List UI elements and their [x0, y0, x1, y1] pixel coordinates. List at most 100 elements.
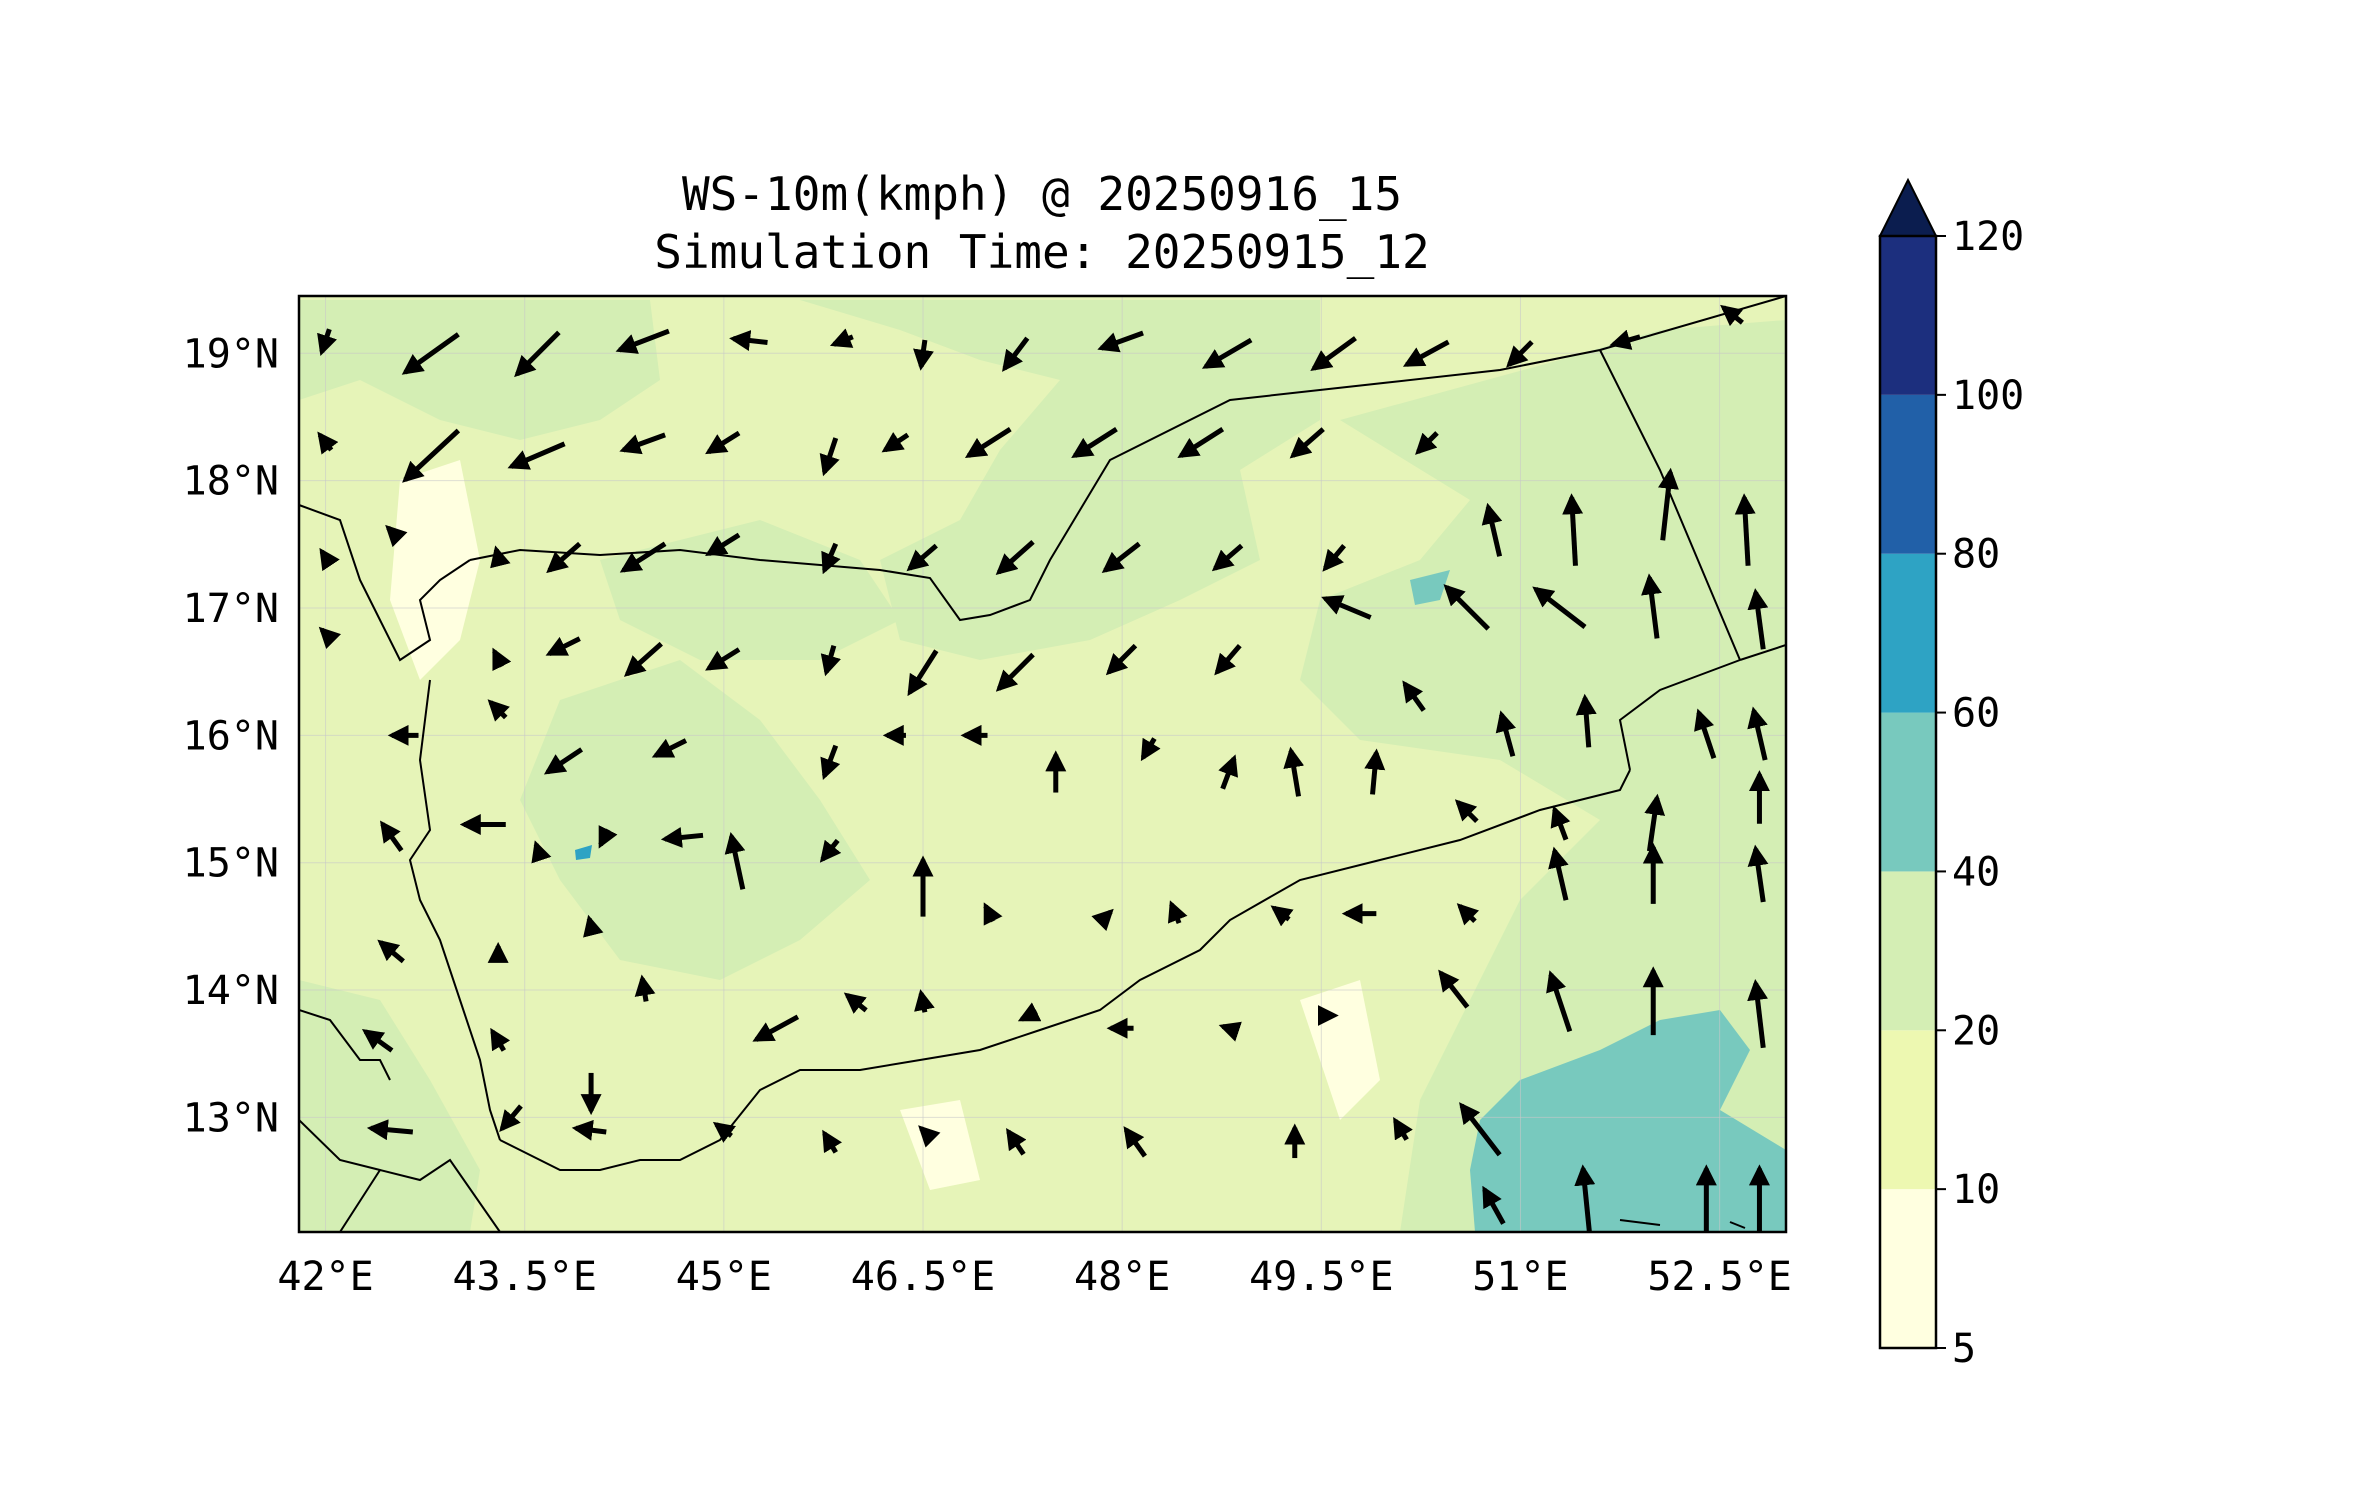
contour-20-40-east: [1300, 320, 1786, 1232]
coastlines-and-borders: [299, 296, 1786, 1232]
southern-coastline: [499, 769, 1631, 1171]
wind-vector-arrow: [619, 541, 667, 573]
wind-vector-arrow: [822, 1129, 843, 1154]
wind-vector-arrow: [1658, 467, 1679, 541]
wind-vector-arrow: [1071, 427, 1118, 459]
wind-vector-arrow: [1415, 431, 1439, 455]
wind-vector-arrow: [1550, 805, 1571, 841]
wind-vector-arrow: [499, 1104, 523, 1133]
map-title-line2: Simulation Time: 20250915_12: [654, 225, 1429, 279]
colorbar-tick-label: 20: [1952, 1008, 2000, 1054]
wind-vector-arrow: [377, 939, 405, 964]
colorbar: 5 10 20 40 60 80 100 120: [1878, 177, 2024, 1372]
wind-vector-arrow: [1270, 905, 1294, 927]
colorbar-segment: [1880, 236, 1936, 395]
wind-vector-arrow: [820, 744, 841, 780]
colorbar-tick-label: 60: [1952, 691, 2000, 737]
wind-vector-arrow: [619, 432, 666, 455]
colorbar-tick-label: 5: [1952, 1326, 1976, 1372]
wind-vector-arrow: [546, 541, 582, 574]
wind-vector-arrow: [821, 542, 841, 575]
wind-vector-arrow: [1091, 908, 1114, 932]
wind-vector-arrow: [1747, 844, 1769, 903]
y-tick-label: 18°N: [183, 459, 279, 505]
wind-vector-arrow: [1454, 799, 1479, 824]
wind-vector-arrow: [1532, 586, 1587, 629]
wind-vector-arrow: [1734, 493, 1756, 566]
colorbar-extend-arrow: [1878, 177, 1938, 237]
colorbar-segment: [1880, 394, 1936, 554]
wind-vector-arrow: [995, 539, 1035, 576]
wind-vector-arrow: [1747, 706, 1768, 761]
wind-vector-arrow: [1289, 427, 1325, 459]
wind-vector-arrow: [1218, 1021, 1242, 1042]
contour-5-10-gulf: [1300, 980, 1380, 1120]
wind-vector-arrow: [752, 1014, 800, 1042]
wind-vector-arrow: [995, 652, 1035, 692]
x-tick-label: 42°E: [277, 1254, 373, 1300]
colorbar-segment: [1880, 871, 1936, 1031]
yemen-oman-border: [1618, 659, 1741, 771]
wind-vector-arrow: [514, 330, 561, 378]
wind-vector-arrow: [1641, 573, 1662, 639]
wind-vector-arrow: [598, 825, 618, 849]
colorbar-tick-label: 120: [1952, 214, 2024, 260]
wind-vector-arrow: [317, 431, 339, 455]
colorbar-frame: [1878, 234, 1938, 1350]
wind-vector-arrow: [651, 738, 688, 758]
wind-vector-arrow: [964, 427, 1012, 459]
wind-vector-arrow: [1167, 900, 1188, 925]
colorbar-tick-label: 100: [1952, 373, 2024, 419]
wind-vector-arrow: [1177, 427, 1225, 459]
wind-vector-arrow: [1482, 1185, 1506, 1225]
wind-vector-arrow: [705, 532, 741, 557]
wind-vector-arrow: [1747, 588, 1769, 650]
wind-vector-arrow: [843, 992, 868, 1014]
x-axis-ticks: 42°E 43.5°E 45°E 46.5°E 48°E 49.5°E 51°E 52.5°E: [277, 1254, 1791, 1300]
wind-vector-arrow: [1548, 846, 1569, 901]
wind-vector-arrow: [490, 545, 511, 569]
wind-vector-arrow: [820, 644, 841, 677]
wind-vector-arrow: [724, 831, 746, 890]
colorbar-tick-label: 80: [1952, 532, 2000, 578]
wind-vector-arrow: [543, 747, 584, 775]
wind-vector-arrow: [918, 1125, 941, 1148]
wind-vector-arrow: [819, 838, 842, 863]
wind-vector-arrow: [507, 441, 566, 470]
wind-vector-arrow: [1321, 595, 1372, 620]
wind-vector-arrow: [1310, 336, 1357, 371]
colorbar-segment: [1880, 1030, 1936, 1190]
wind-vector-arrow: [1720, 304, 1744, 327]
wind-vectors: [317, 304, 1770, 1232]
wind-vector-arrow: [907, 649, 939, 697]
x-tick-label: 45°E: [676, 1254, 772, 1300]
wind-vector-arrow: [829, 328, 854, 348]
wind-vector-arrow: [1694, 708, 1717, 759]
contour-20-40-central: [520, 660, 870, 980]
wind-vector-arrow: [1123, 1126, 1147, 1158]
wind-vector-arrow: [906, 543, 938, 572]
x-tick-label: 51°E: [1472, 1254, 1568, 1300]
wind-vector-arrow: [531, 840, 552, 864]
wind-vector-arrow: [1201, 337, 1253, 369]
wind-vector-arrow: [705, 647, 741, 671]
socotra-coast: [1619, 1219, 1746, 1229]
wind-vector-arrow: [1140, 737, 1161, 762]
x-tick-label: 52.5°E: [1647, 1254, 1792, 1300]
colorbar-segment: [1880, 712, 1936, 872]
x-tick-label: 43.5°E: [452, 1254, 597, 1300]
y-tick-label: 15°N: [183, 841, 279, 887]
contour-5-10-highlands: [390, 460, 480, 680]
wind-vector-arrow: [490, 1027, 511, 1052]
wind-vector-arrow: [1506, 340, 1534, 368]
wind-vector-arrow: [317, 328, 338, 356]
x-tick-label: 49.5°E: [1249, 1254, 1394, 1300]
wind-vector-arrow: [1097, 330, 1144, 353]
wind-vector-arrow: [914, 989, 935, 1013]
contour-20-40-north: [800, 300, 1320, 660]
wind-vector-arrow: [366, 1119, 414, 1141]
western-coastline: [299, 504, 501, 1141]
wind-vector-arrow: [401, 332, 460, 375]
wind-vector-arrow: [712, 1121, 736, 1143]
